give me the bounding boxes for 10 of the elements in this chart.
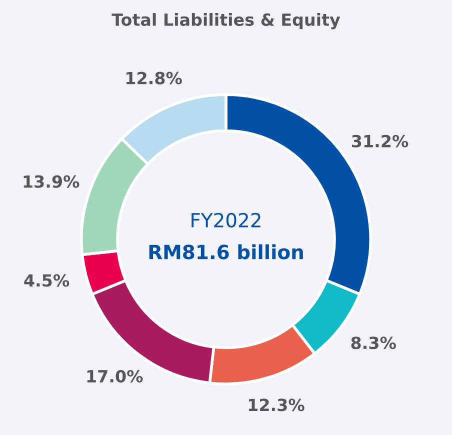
data-label: 31.2% [352,134,408,148]
data-label: 12.3% [248,398,304,412]
text: FY2022 [192,212,260,228]
data-label: 8.3% [351,336,396,350]
data-label: 17.0% [87,370,143,383]
data-label: 13.9% [24,175,80,188]
text: RM81.6 billion [149,244,303,260]
chart-title: Total Liabilities & Equity [112,13,340,30]
data-label: 12.8% [126,72,182,84]
data-label: 4.5% [24,274,70,287]
